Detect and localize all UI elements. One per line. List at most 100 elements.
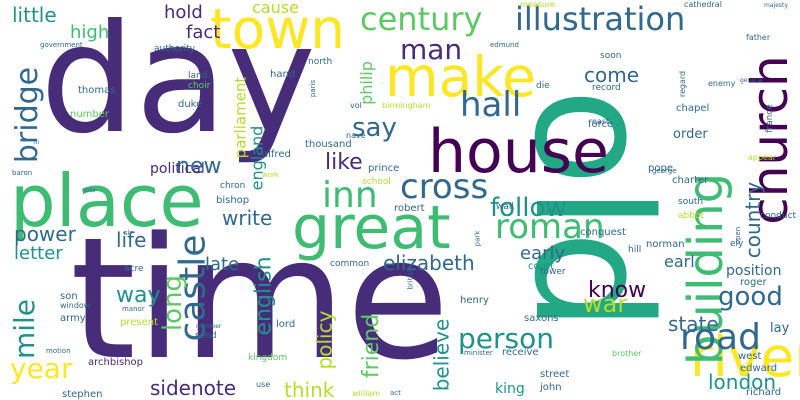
word-ely: ely xyxy=(730,239,744,249)
word-illustration: illustration xyxy=(515,0,686,38)
word-court: court xyxy=(528,261,554,272)
word-father: father xyxy=(746,33,771,42)
word-george: george xyxy=(652,167,677,175)
word-political: political xyxy=(150,161,205,177)
word-kingdom: kingdom xyxy=(248,353,288,363)
word-west: west xyxy=(738,351,762,362)
word-pope: pope xyxy=(648,163,673,174)
word-edmund: edmund xyxy=(490,41,519,49)
word-south: south xyxy=(678,197,704,207)
word-century: century xyxy=(360,0,483,38)
word-work: work xyxy=(262,171,279,179)
word-record: record xyxy=(592,83,621,93)
word-cross: cross xyxy=(400,167,489,207)
word-paris: paris xyxy=(309,79,318,98)
word-open: open xyxy=(734,226,743,245)
word-general: general xyxy=(740,77,763,84)
word-hill: hill xyxy=(628,245,642,255)
word-new: new xyxy=(176,154,222,179)
word-acre: acre xyxy=(124,264,144,274)
word-believe: believe xyxy=(429,318,454,392)
word-duke: duke xyxy=(178,99,203,110)
word-enemy: enemy xyxy=(708,79,736,88)
word-vol: vol xyxy=(350,101,362,110)
word-edward: edward xyxy=(740,363,778,374)
word-chron: chron xyxy=(220,181,246,191)
word-motion: motion xyxy=(46,347,71,355)
word-road: road xyxy=(680,317,761,358)
word-house: house xyxy=(428,117,609,187)
word-conduct: conduct xyxy=(760,211,797,221)
word-river: river xyxy=(690,325,800,389)
word-charter: charter xyxy=(672,175,709,186)
word-land: land xyxy=(188,71,208,81)
word-member: member xyxy=(196,323,222,330)
word-way: way xyxy=(116,283,161,308)
word-appear: appear xyxy=(748,153,777,162)
word-late: late xyxy=(205,254,240,275)
word-north: north xyxy=(308,57,333,67)
word-friend: friend xyxy=(359,313,385,379)
word-norman: norman xyxy=(646,239,685,250)
word-window: window xyxy=(60,301,91,310)
word-army: army xyxy=(60,313,86,324)
word-receive: receive xyxy=(502,347,539,358)
word-town: town xyxy=(210,0,346,61)
word-manor: manor xyxy=(122,305,145,313)
word-government: government xyxy=(40,41,83,49)
word-place: place xyxy=(10,159,204,243)
word-come: come xyxy=(584,63,640,87)
word-king: king xyxy=(495,381,525,397)
word-long: long xyxy=(158,274,189,332)
word-philip: philip xyxy=(356,61,376,105)
word-conquest: conquest xyxy=(580,227,626,238)
word-know: know xyxy=(588,278,647,303)
word-henry: henry xyxy=(460,295,489,306)
word-person: person xyxy=(458,322,554,355)
word-letter: letter xyxy=(14,243,63,264)
word-london: london xyxy=(708,370,777,394)
word-note: note xyxy=(82,187,96,194)
word-william: william xyxy=(352,389,381,398)
word-stephen: stephen xyxy=(62,389,103,400)
word-school: school xyxy=(362,177,391,187)
word-act: act xyxy=(390,389,401,397)
word-die: die xyxy=(536,81,550,91)
word-hand: hand xyxy=(270,69,296,80)
word-son: son xyxy=(60,291,78,302)
word-park: park xyxy=(473,230,482,247)
word-fact: fact xyxy=(186,22,221,43)
word-birmingham: birmingham xyxy=(382,101,431,110)
word-high: high xyxy=(70,22,110,43)
word-majesty: majesty xyxy=(764,2,788,9)
word-earl: earl xyxy=(664,252,695,271)
word-street: street xyxy=(540,369,570,380)
word-man: man xyxy=(400,33,463,66)
word-year: year xyxy=(10,352,73,385)
word-baron: baron xyxy=(12,169,33,177)
word-great: great xyxy=(292,193,451,263)
word-sidenote: sidenote xyxy=(150,376,237,400)
word-cathedral: cathedral xyxy=(684,0,722,9)
word-like: like xyxy=(325,150,363,175)
word-hall: hall xyxy=(460,85,522,125)
word-inn: inn xyxy=(322,175,378,216)
word-iii: iii xyxy=(34,139,40,146)
word-early: early xyxy=(520,243,566,264)
word-mile: mile xyxy=(8,298,42,360)
word-abbot: abbot xyxy=(678,211,704,221)
word-cause: cause xyxy=(252,0,299,17)
word-alfred: alfred xyxy=(262,149,291,160)
word-richard: richard xyxy=(746,387,782,398)
word-say: say xyxy=(352,113,397,143)
word-lord: lord xyxy=(276,319,296,330)
word-prince: prince xyxy=(368,163,400,174)
word-war: war xyxy=(583,290,628,318)
word-regard: regard xyxy=(678,70,688,98)
word-chapel: chapel xyxy=(676,103,710,114)
word-number: number xyxy=(70,109,110,120)
word-robert: robert xyxy=(394,203,425,214)
word-use: use xyxy=(256,380,271,389)
word-saxons: saxons xyxy=(524,313,559,324)
